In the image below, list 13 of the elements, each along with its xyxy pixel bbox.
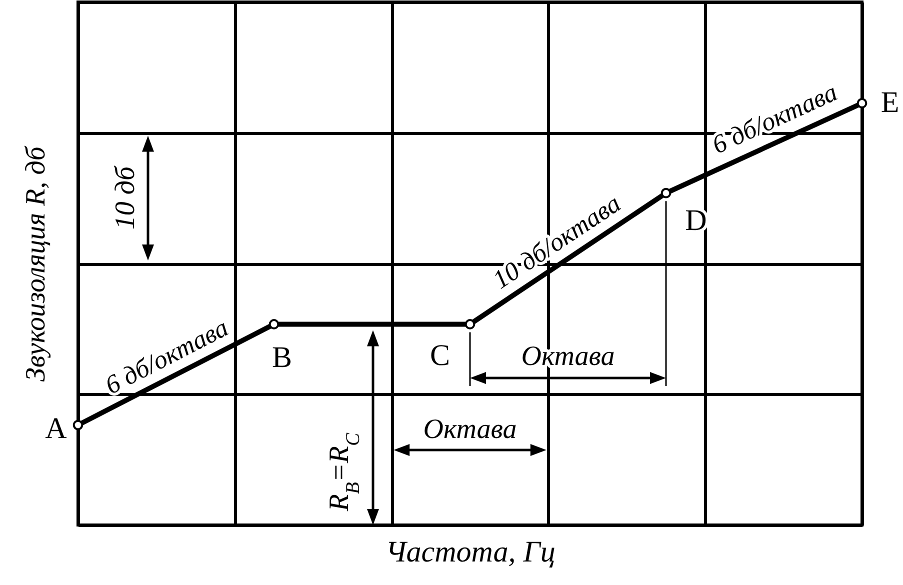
annotation: B bbox=[272, 341, 292, 374]
text: A bbox=[45, 412, 68, 446]
annotation: Октава bbox=[423, 414, 517, 445]
point bbox=[464, 319, 476, 330]
x-axis-title: Частота, Гц bbox=[386, 536, 556, 568]
point bbox=[856, 98, 868, 108]
point bbox=[72, 420, 84, 430]
text: E bbox=[880, 86, 900, 120]
y-axis-title: Звукоизоляция R, дб bbox=[20, 146, 52, 382]
point bbox=[660, 188, 672, 198]
point bbox=[268, 319, 280, 330]
annotation: C bbox=[430, 339, 450, 372]
annotation: 10 дб bbox=[110, 165, 141, 230]
